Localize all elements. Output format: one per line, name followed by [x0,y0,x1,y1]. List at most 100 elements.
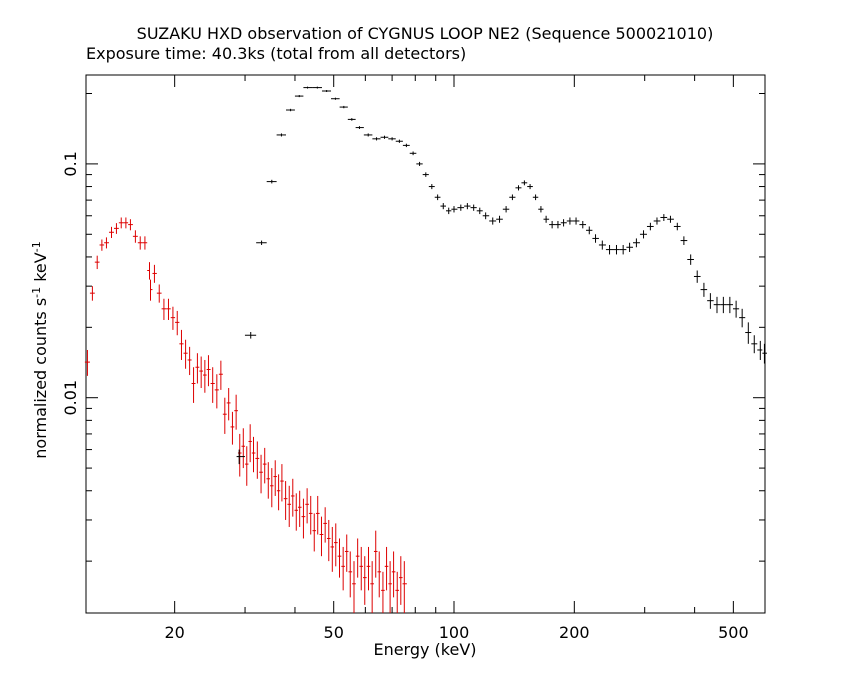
data-point [323,507,327,543]
data-point [515,185,522,191]
data-point [745,322,752,344]
data-point [312,513,316,552]
data-point [210,367,215,403]
data-point [94,255,100,270]
data-point [370,561,374,613]
data-point [451,206,458,213]
data-point [259,454,263,494]
data-point [464,203,471,210]
data-point [732,300,740,318]
data-point [380,135,389,139]
data-point [470,204,477,211]
axis-tick-labels: 20 50 100 200 500 0.01 0.1 [61,151,749,642]
x-axis-label: Energy (keV) [373,640,476,659]
data-point [166,298,171,320]
data-point [496,215,503,223]
data-point [321,90,332,93]
data-point [203,359,207,393]
data-point [195,353,200,384]
data-point [142,236,148,250]
data-point [214,374,219,409]
series-black [236,86,767,465]
data-point [751,335,758,354]
data-point [445,207,452,215]
data-point [395,571,400,613]
data-point [137,236,143,250]
data-point [363,556,367,605]
data-point [572,217,580,225]
x-tick-label: 100 [439,623,470,642]
x-tick-label: 20 [164,623,184,642]
data-point [206,355,211,387]
y-axis-label-unit: keV [31,252,50,287]
data-point [366,546,371,591]
data-point [149,279,153,301]
data-point [527,184,533,190]
data-point [440,203,446,210]
data-point [152,264,157,283]
data-point [422,172,429,177]
data-point [337,538,342,578]
data-point [312,86,322,89]
y-axis-label: normalized counts s-1 keV-1 [30,241,51,458]
data-point [248,424,252,463]
data-point [326,519,331,562]
data-point [586,226,593,235]
data-point [680,236,688,245]
data-point [693,270,701,283]
plot-frame [85,74,766,614]
data-point [377,551,382,598]
data-point [297,490,302,527]
data-point [301,498,306,539]
data-point [555,220,561,229]
y-axis-label-main: normalized counts s [31,298,50,459]
data-point [251,436,256,473]
data-point [266,179,277,184]
y-axis-label-exponent-1: -1 [30,287,43,298]
data-point [646,222,654,231]
data-point [108,226,114,239]
data-point [355,126,364,130]
data-point [388,561,392,613]
data-point [179,329,184,360]
data-point [416,161,423,166]
data-point [244,331,257,339]
data-point [256,240,267,245]
data-point [273,460,277,496]
data-point [123,217,129,229]
data-point [104,237,109,249]
data-series [84,86,767,613]
x-tick-label: 500 [718,623,749,642]
data-point [598,240,606,250]
data-point [720,296,727,314]
data-point [428,184,435,190]
data-point [653,217,661,225]
y-tick-label: 0.01 [61,380,80,416]
data-point [226,388,231,421]
data-point [170,306,176,330]
x-tick-label: 200 [559,623,590,642]
data-point [276,474,281,511]
chart-title: SUZAKU HXD observation of CYGNUS LOOP NE… [137,24,714,43]
data-point [347,118,356,121]
data-point [355,538,360,578]
data-point [218,360,223,390]
data-point [613,244,620,255]
data-point [339,105,348,109]
data-point [270,468,274,508]
data-point [381,571,385,613]
data-point [128,219,133,231]
data-point [222,397,227,434]
data-point [538,206,544,213]
data-point [286,108,295,112]
data-point [482,212,490,220]
series-red [84,217,407,613]
data-point [762,343,767,364]
data-point [700,282,708,297]
data-point [266,462,271,499]
data-point [543,215,550,223]
data-point [89,286,95,301]
data-point [660,214,668,221]
data-point [199,356,204,389]
data-point [291,478,295,517]
